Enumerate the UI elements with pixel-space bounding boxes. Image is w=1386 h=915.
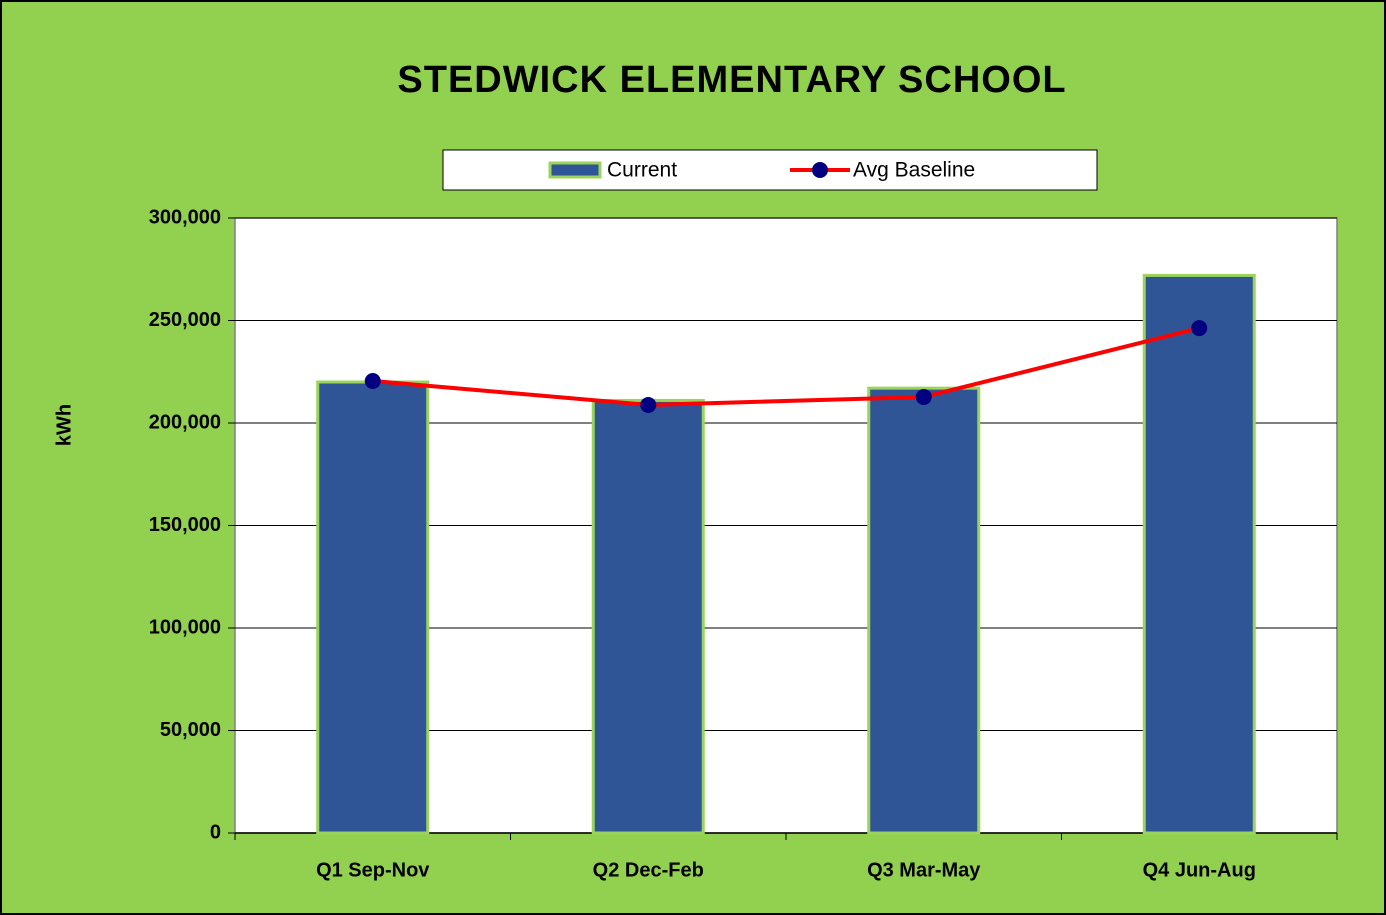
line-marker [915, 388, 932, 405]
y-tick-label: 200,000 [149, 411, 221, 433]
bar [867, 386, 981, 835]
line-marker [1191, 320, 1208, 337]
y-tick-label: 150,000 [149, 514, 221, 536]
y-tick-label: 50,000 [160, 719, 221, 741]
y-tick-label: 250,000 [149, 309, 221, 331]
y-axis-label: kWh [53, 404, 75, 446]
chart-title: STEDWICK ELEMENTARY SCHOOL [397, 59, 1066, 101]
y-tick-label: 300,000 [149, 206, 221, 228]
x-tick-label: Q3 Mar-May [867, 859, 981, 881]
legend-swatch [548, 161, 602, 179]
legend-label: Current [607, 159, 677, 182]
bar [591, 398, 705, 835]
bar [1142, 273, 1256, 835]
bar [316, 380, 430, 835]
line-marker [364, 372, 381, 389]
legend-label: Avg Baseline [853, 159, 975, 182]
line [372, 326, 1200, 407]
x-tick-label: Q1 Sep-Nov [316, 859, 430, 881]
y-tick-label: 100,000 [149, 616, 221, 638]
x-tick-label: Q4 Jun-Aug [1143, 859, 1256, 881]
y-tick-label: 0 [210, 821, 221, 843]
line-marker [640, 396, 657, 413]
legend-marker [812, 162, 828, 178]
legend [442, 149, 1098, 191]
x-tick-label: Q2 Dec-Feb [593, 859, 704, 881]
